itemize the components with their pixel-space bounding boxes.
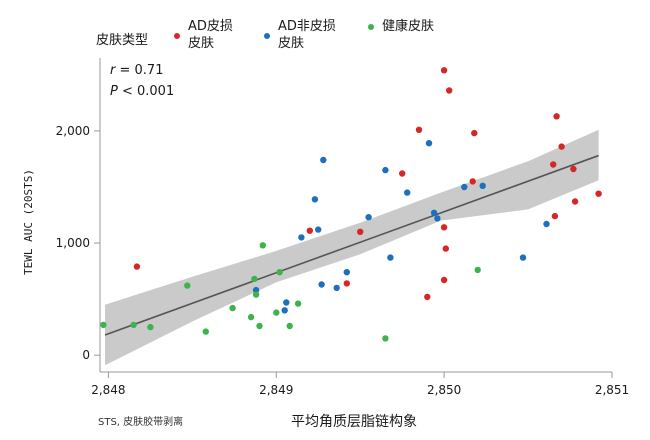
y-axis-label: TEWL AUC (20STS) [22, 169, 35, 275]
x-tick-label: 2,848 [91, 383, 125, 397]
data-point-ad-nonlesional [320, 156, 327, 164]
data-point-healthy [276, 269, 283, 276]
legend-marker-healthy [368, 24, 375, 30]
data-point-healthy [130, 321, 137, 329]
data-point-ad-lesional [595, 190, 602, 197]
legend: 皮肤类型 AD皮损皮肤 AD非皮损皮肤 健康皮肤 [96, 18, 464, 52]
data-point-ad-nonlesional [343, 269, 350, 276]
data-point-healthy [294, 300, 302, 307]
data-point-ad-lesional [133, 263, 141, 270]
data-point-ad-nonlesional [333, 284, 340, 292]
data-point-healthy [247, 313, 255, 321]
plot-area: 0 1,000 2,000 2,848 2,849 2,850 2,851 [56, 58, 629, 397]
x-tick-label: 2,850 [427, 383, 461, 397]
data-point-healthy [184, 282, 191, 289]
p-value-text: < 0.001 [117, 84, 175, 99]
data-point-healthy [202, 328, 209, 335]
data-point-healthy [100, 321, 107, 329]
data-point-ad-lesional [440, 67, 448, 74]
data-point-ad-nonlesional [387, 254, 394, 261]
data-point-ad-nonlesional [404, 189, 411, 196]
legend-label-healthy: 健康皮肤 [382, 19, 435, 34]
y-tick-label: 0 [82, 348, 90, 362]
data-point-ad-lesional [424, 293, 431, 301]
data-point-ad-lesional [343, 280, 350, 287]
legend-label-ad-lesional: AD皮损皮肤 [188, 19, 233, 51]
data-point-ad-nonlesional [315, 226, 322, 233]
data-point-ad-nonlesional [252, 286, 260, 294]
y-tick-label: 1,000 [56, 236, 90, 250]
data-point-ad-lesional [553, 113, 560, 120]
regression-line [104, 154, 599, 336]
data-point-ad-nonlesional [365, 214, 372, 221]
data-point-ad-nonlesional [479, 182, 486, 189]
data-point-healthy [382, 335, 389, 342]
data-point-ad-lesional [306, 227, 313, 234]
data-point-ad-lesional [440, 276, 448, 284]
data-point-ad-lesional [399, 170, 406, 177]
data-point-ad-nonlesional [430, 209, 438, 216]
x-tick-label: 2,851 [595, 383, 629, 397]
data-point-ad-nonlesional [434, 215, 441, 222]
data-point-healthy [147, 323, 154, 331]
data-point-ad-lesional [415, 126, 423, 133]
data-point-ad-nonlesional [543, 220, 550, 228]
confidence-band [105, 129, 599, 366]
legend-marker-ad-nonlesional [264, 33, 271, 39]
legend-item-ad-nonlesional: AD非皮损皮肤 [264, 18, 338, 52]
data-point-healthy [252, 291, 260, 298]
legend-item-ad-lesional: AD皮损皮肤 [174, 18, 234, 52]
data-point-ad-nonlesional [318, 281, 325, 288]
data-point-ad-nonlesional [283, 299, 290, 306]
data-point-ad-nonlesional [382, 166, 389, 174]
data-point-ad-lesional [442, 245, 449, 252]
p-value: P < 0.001 [110, 84, 174, 99]
data-point-ad-lesional [471, 129, 478, 137]
r-value: = 0.71 [115, 63, 164, 78]
data-point-ad-lesional [440, 224, 448, 231]
data-point-ad-nonlesional [281, 307, 288, 314]
data-point-ad-lesional [558, 143, 565, 150]
data-point-ad-nonlesional [425, 140, 433, 147]
x-axis-label: 平均角质层脂链构象 [291, 414, 417, 430]
y-tick-label: 2,000 [56, 124, 90, 138]
data-point-ad-lesional [550, 161, 557, 168]
data-point-ad-lesional [551, 212, 559, 220]
legend-title: 皮肤类型 [96, 33, 149, 48]
data-point-ad-lesional [357, 228, 364, 235]
footnote: STS, 皮肤胶带剥离 [98, 417, 184, 428]
data-point-ad-nonlesional [519, 254, 527, 261]
data-point-ad-nonlesional [311, 196, 319, 203]
data-point-healthy [474, 266, 481, 274]
data-point-ad-lesional [446, 87, 453, 94]
r-symbol: r [110, 63, 116, 78]
data-point-ad-lesional [469, 178, 476, 185]
data-point-healthy [256, 322, 263, 330]
data-point-ad-lesional [571, 198, 579, 205]
data-point-ad-lesional [570, 165, 577, 173]
data-point-healthy [251, 275, 258, 283]
data-point-healthy [229, 304, 236, 312]
correlation-coefficient: r = 0.71 [110, 63, 163, 78]
legend-item-healthy: 健康皮肤 [368, 18, 434, 35]
legend-marker-ad-lesional [174, 33, 181, 39]
x-tick-label: 2,849 [259, 383, 293, 397]
data-point-healthy [286, 322, 293, 330]
data-point-healthy [259, 242, 266, 249]
data-point-ad-nonlesional [298, 234, 305, 241]
legend-label-ad-nonlesional: AD非皮损皮肤 [278, 19, 336, 51]
p-symbol: P [110, 84, 118, 99]
data-point-ad-nonlesional [461, 183, 468, 191]
data-point-healthy [273, 309, 280, 316]
